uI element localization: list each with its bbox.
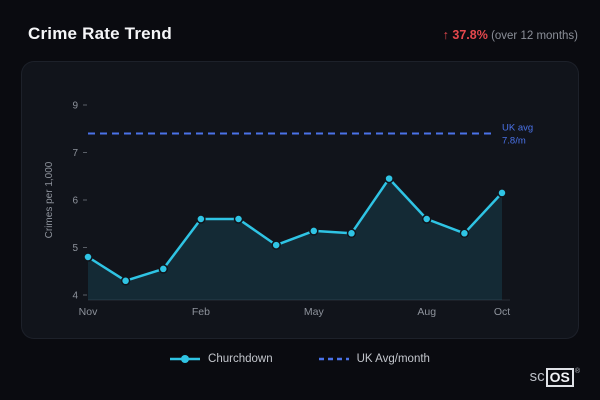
series-line bbox=[86, 177, 504, 283]
y-tick-label: 7 bbox=[72, 148, 78, 159]
series-point-dec bbox=[120, 276, 131, 286]
series-point-aug bbox=[421, 214, 432, 224]
series-point-mar bbox=[233, 214, 244, 224]
y-tick-label: 6 bbox=[72, 196, 78, 207]
chart-card: 4 5 6 7 9 Crimes per 1,000 Nov Feb May Aug Oct UK a… bbox=[22, 62, 578, 338]
uk-avg-label-line2: 7.8/m bbox=[502, 136, 526, 147]
trend-stat: ↑ 37.8% bbox=[443, 28, 488, 42]
trend-note: (over 12 months) bbox=[491, 30, 578, 42]
series-point-nov bbox=[83, 252, 93, 262]
series-line-swatch-icon bbox=[170, 355, 201, 363]
x-tick-label: Nov bbox=[79, 306, 98, 318]
trend-value: 37.8% bbox=[452, 28, 488, 42]
legend-label-uk-avg: UK Avg/month bbox=[356, 353, 430, 365]
header: Crime Rate Trend ↑ 37.8% (over 12 months… bbox=[28, 24, 578, 44]
reference-dashed-swatch-icon bbox=[318, 357, 349, 361]
brand-box: OS bbox=[545, 368, 574, 387]
y-tick-label: 9 bbox=[72, 101, 78, 112]
legend-item-uk-avg[interactable]: UK Avg/month bbox=[318, 353, 430, 365]
series-point-oct bbox=[497, 188, 507, 198]
y-tick-label: 4 bbox=[72, 291, 78, 302]
brand-prefix: sc bbox=[529, 368, 545, 385]
x-tick-label: May bbox=[304, 306, 325, 318]
x-tick-label: Feb bbox=[192, 306, 210, 318]
series-point-sep bbox=[459, 228, 470, 239]
page-title: Crime Rate Trend bbox=[28, 24, 172, 43]
x-tick-label: Oct bbox=[494, 306, 510, 318]
registered-mark-icon: ® bbox=[574, 368, 580, 375]
y-tick-label: 5 bbox=[72, 243, 78, 254]
legend-item-churchdown[interactable]: Churchdown bbox=[170, 353, 273, 365]
trend-arrow: ↑ bbox=[442, 28, 449, 42]
uk-avg-label-line1: UK avg bbox=[502, 123, 533, 134]
series-point-apr bbox=[271, 240, 281, 250]
series-point-jan bbox=[158, 264, 169, 274]
legend-label-churchdown: Churchdown bbox=[208, 353, 273, 365]
y-axis-label: Crimes per 1,000 bbox=[44, 161, 55, 238]
brand-logo: sc OS ® bbox=[530, 368, 580, 387]
crime-trend-chart: 4 5 6 7 9 Crimes per 1,000 Nov Feb May Aug Oct UK a… bbox=[44, 101, 533, 319]
series-point-may bbox=[309, 226, 319, 236]
series-point-jun bbox=[346, 228, 357, 239]
trend-summary: ↑ 37.8% (over 12 months) bbox=[443, 28, 578, 42]
x-tick-label: Aug bbox=[417, 306, 436, 318]
series-point-jul bbox=[384, 173, 394, 184]
chart-legend: Churchdown UK Avg/month bbox=[0, 353, 600, 365]
series-point-feb bbox=[196, 214, 206, 224]
